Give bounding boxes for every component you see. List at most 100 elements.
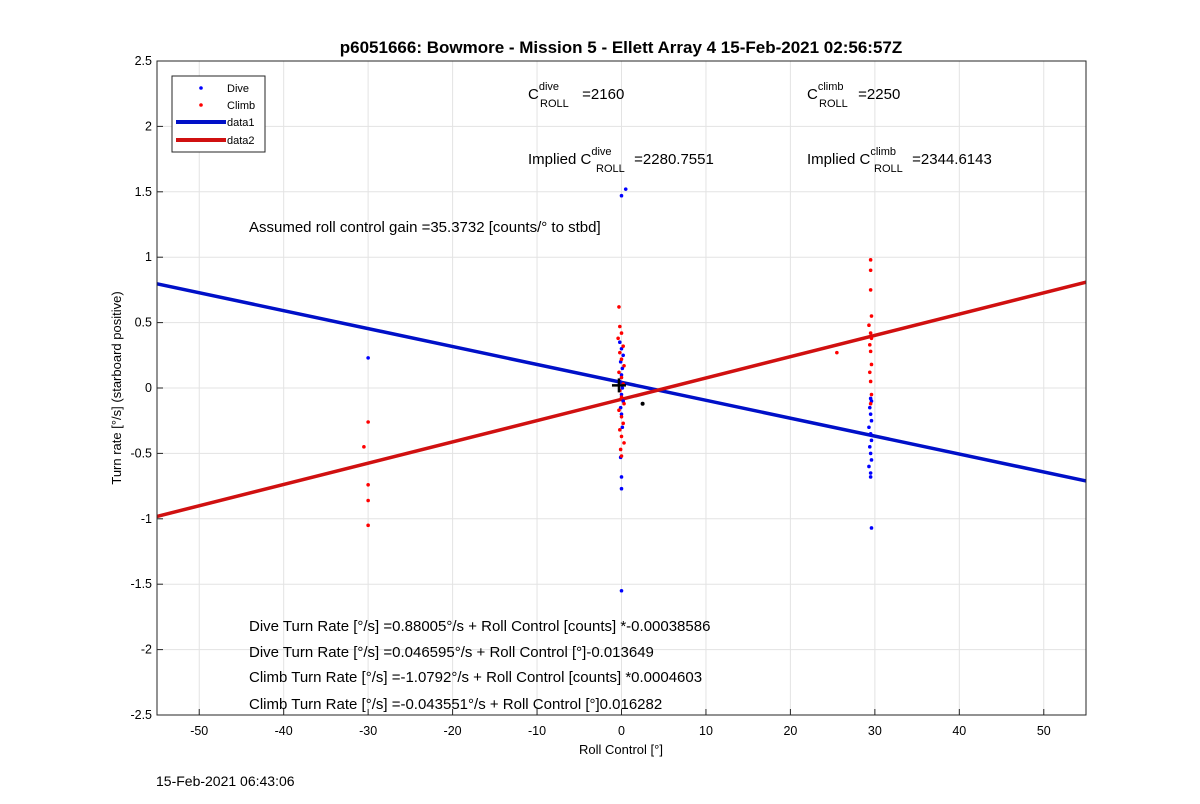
climb-point xyxy=(617,370,621,375)
c-climb-value: =2250 xyxy=(854,86,900,103)
climb-point xyxy=(835,350,839,355)
climb-point xyxy=(619,434,624,439)
c-dive-value: =2160 xyxy=(578,86,624,103)
fit-lines xyxy=(156,280,1087,519)
dive-point xyxy=(620,386,625,390)
dive-point xyxy=(623,187,628,191)
climb-point xyxy=(868,331,873,335)
implied-c-climb-value: =2344.6143 xyxy=(908,151,992,168)
dive-point xyxy=(619,373,624,377)
climb-point xyxy=(869,362,874,367)
dive-point xyxy=(619,486,624,491)
x-tick-label: 10 xyxy=(699,724,713,738)
climb-point xyxy=(622,401,626,406)
x-tick-label: -10 xyxy=(528,724,546,738)
legend-climb-marker xyxy=(199,103,203,107)
legend-data1-label: data1 xyxy=(227,117,255,129)
x-tick-label: 30 xyxy=(868,724,882,738)
implied-c-dive-annotation: Implied Cdive ROLL =2280.7551 xyxy=(528,146,714,175)
c-dive-letter: C xyxy=(528,86,539,103)
climb-point xyxy=(868,258,873,262)
y-tick-label: -2.5 xyxy=(130,708,152,722)
dive-point xyxy=(869,418,874,423)
dive-point xyxy=(868,475,873,479)
mean-markers xyxy=(611,378,645,406)
footer-timestamp: 15-Feb-2021 06:43:06 xyxy=(156,773,295,789)
climb-point xyxy=(618,428,622,432)
dive-point xyxy=(619,392,624,397)
dive-point xyxy=(867,425,871,430)
climb-point xyxy=(618,324,622,329)
climb-point xyxy=(366,420,370,424)
y-tick-label: 1 xyxy=(145,250,152,264)
climb-point xyxy=(867,343,872,347)
dive-point xyxy=(619,193,624,198)
x-tick-label: 50 xyxy=(1037,724,1051,738)
chart-title: p6051666: Bowmore - Mission 5 - Ellett A… xyxy=(340,38,903,57)
implied-c-climb-prefix: Implied C xyxy=(807,151,871,168)
climb-point xyxy=(619,331,624,335)
dive-degrees-equation: Dive Turn Rate [°/s] =0.046595°/s + Roll… xyxy=(249,644,654,661)
climb-point xyxy=(619,375,624,380)
climb-point xyxy=(867,370,872,375)
climb-point xyxy=(618,447,623,452)
y-tick-label: -0.5 xyxy=(130,446,152,460)
dive-point xyxy=(620,425,625,430)
x-tick-label: -50 xyxy=(190,724,208,738)
climb-point xyxy=(619,454,624,458)
climb-point xyxy=(622,363,626,368)
dive-point xyxy=(868,451,873,456)
climb-point xyxy=(617,305,621,309)
legend-climb-label: Climb xyxy=(227,100,255,112)
y-tick-label: -1.5 xyxy=(130,577,152,591)
climb-point xyxy=(362,445,366,449)
climb-point xyxy=(619,414,624,419)
legend: Dive Climb data1 data2 xyxy=(171,75,266,153)
x-tick-label: 40 xyxy=(952,724,966,738)
implied-c-climb-annotation: Implied Cclimb ROLL =2344.6143 xyxy=(807,146,992,175)
climb-point xyxy=(621,344,625,348)
dive-point xyxy=(619,588,624,593)
c-dive-roll-annotation: Cdive ROLL =2160 xyxy=(528,81,624,110)
y-tick-label: 0 xyxy=(145,381,152,395)
climb-point xyxy=(619,357,624,362)
y-axis-label: Turn rate [°/s] (starboard positive) xyxy=(109,291,124,484)
climb-point xyxy=(868,379,873,384)
fit-line-data2 xyxy=(156,280,1087,519)
dive-point xyxy=(619,475,624,479)
c-dive-subscript: ROLL xyxy=(540,98,569,110)
x-tick-label: 0 xyxy=(618,724,625,738)
climb-point xyxy=(869,336,874,341)
x-tick-label: -40 xyxy=(275,724,293,738)
implied-c-climb-subscript: ROLL xyxy=(874,163,903,175)
dive-point xyxy=(868,471,873,475)
dive-point xyxy=(869,438,874,443)
dive-point xyxy=(619,412,624,416)
climb-degrees-equation: Climb Turn Rate [°/s] =-0.043551°/s + Ro… xyxy=(249,696,662,713)
climb-point xyxy=(869,392,874,397)
dive-point xyxy=(867,445,872,449)
x-tick-label: -30 xyxy=(359,724,377,738)
implied-c-climb-superscript: climb xyxy=(870,146,896,158)
x-tick-label: 20 xyxy=(783,724,797,738)
climb-point xyxy=(869,314,874,318)
climb-point xyxy=(619,395,624,399)
implied-c-dive-subscript: ROLL xyxy=(596,163,625,175)
dive-point xyxy=(869,526,874,530)
dive-point xyxy=(366,356,370,360)
dive-point xyxy=(868,412,873,416)
annotations: Cdive ROLL =2160 Cclimb ROLL =2250 Implied… xyxy=(249,81,992,713)
dive-point xyxy=(869,458,874,462)
climb-point xyxy=(868,349,873,354)
fit-line-data1 xyxy=(156,282,1087,483)
mean-cross-marker xyxy=(611,378,626,393)
y-tick-labels: -2.5 -2 -1.5 -1 -0.5 0 0.5 1 1.5 2 2.5 xyxy=(130,54,163,722)
climb-point xyxy=(616,336,620,341)
climb-point xyxy=(868,288,873,292)
y-tick-label: -1 xyxy=(141,512,152,526)
mean-dot-marker xyxy=(640,401,645,406)
climb-point xyxy=(622,441,626,445)
dive-point xyxy=(618,405,623,410)
climb-counts-equation: Climb Turn Rate [°/s] =-1.0792°/s + Roll… xyxy=(249,669,702,686)
